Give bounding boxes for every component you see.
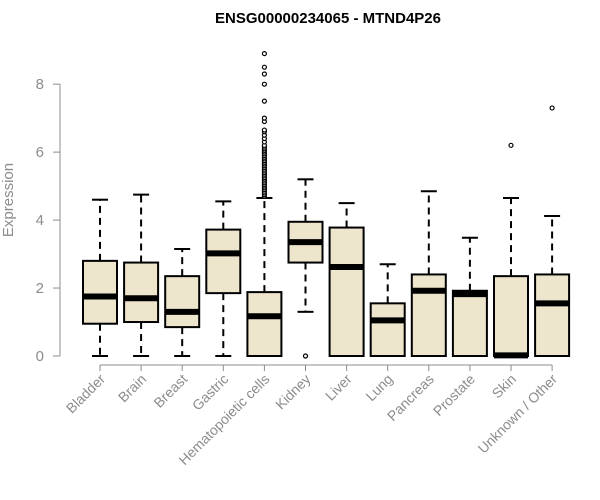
y-axis-label: Expression [0, 163, 17, 237]
box [410, 273, 447, 357]
box-group [534, 105, 571, 357]
box [82, 259, 118, 325]
box-group [205, 200, 242, 357]
box [493, 275, 529, 358]
box-group [410, 190, 447, 357]
x-tick-label: Bladder [63, 371, 109, 417]
box-group [369, 263, 406, 358]
outlier-point [261, 64, 267, 70]
plot-area [82, 50, 571, 359]
box-group [82, 198, 118, 357]
x-tick-label: Breast [150, 371, 190, 411]
box-group [328, 202, 365, 357]
x-tick-label: Prostate [430, 371, 478, 419]
box-group [123, 193, 160, 357]
y-axis: 0 2 4 6 8 [36, 76, 61, 365]
y-tick-label: 0 [36, 348, 44, 365]
box [164, 275, 201, 329]
x-tick-label: Skin [489, 371, 520, 402]
y-tick-label: 6 [36, 144, 44, 161]
y-tick-label: 2 [36, 280, 44, 297]
box [328, 226, 365, 357]
x-tick-label: Liver [322, 371, 355, 404]
outlier-point [261, 50, 267, 57]
box [205, 228, 242, 295]
box [246, 291, 283, 357]
outlier-point [261, 115, 267, 121]
box [534, 273, 571, 357]
outlier-point [302, 353, 309, 359]
box-group [246, 50, 283, 357]
box-group [451, 236, 488, 357]
box-group [164, 247, 201, 357]
chart-title: ENSG00000234065 - MTND4P26 [215, 10, 441, 27]
y-tick-label: 8 [36, 76, 44, 93]
box [369, 302, 406, 358]
box-group [493, 142, 529, 359]
x-tick-label: Kidney [272, 371, 314, 413]
outlier-point [261, 81, 267, 87]
outlier-point [261, 71, 267, 77]
box [451, 289, 488, 357]
outlier-point [261, 98, 267, 104]
outlier-point [549, 105, 555, 111]
x-tick-label: Brain [115, 371, 149, 405]
outlier-point [261, 127, 267, 133]
box-group [287, 178, 324, 359]
outlier-point [508, 142, 514, 148]
box [123, 261, 160, 324]
y-tick-label: 4 [36, 212, 44, 229]
x-tick-label: Lung [362, 371, 395, 404]
